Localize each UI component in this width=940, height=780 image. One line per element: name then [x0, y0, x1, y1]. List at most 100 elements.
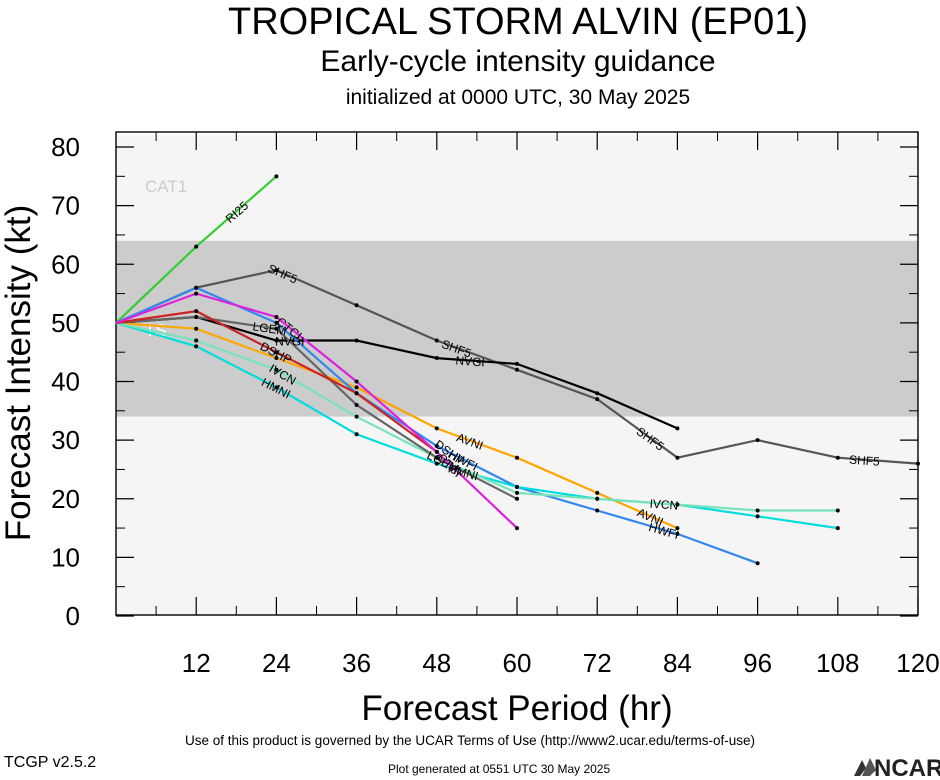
series-ctci: [115, 291, 519, 531]
series-line-ctci: [115, 292, 518, 529]
band-label-cat1: CAT1: [145, 177, 187, 196]
chart-title: TROPICAL STORM ALVIN (EP01): [228, 1, 808, 43]
series-ri25: [115, 174, 279, 324]
x-axis-label: Forecast Period (hr): [361, 689, 672, 728]
series-point-shf5: [595, 397, 600, 402]
band-cat1: [116, 135, 918, 241]
x-tick-label: 60: [503, 648, 532, 678]
series-point-hwfi: [434, 443, 439, 448]
series-line-nvgi: [115, 315, 678, 430]
series-point-lgem: [515, 496, 519, 501]
series-point-lgem: [434, 455, 439, 460]
series-point-dshp: [274, 350, 279, 355]
series-point-ri25: [274, 174, 279, 179]
y-tick-label: 20: [51, 484, 80, 514]
series-point-nvgi: [515, 361, 519, 366]
series-point-dshp: [194, 309, 199, 314]
series-point-nvgi: [274, 338, 279, 343]
series-point-shf5: [755, 438, 760, 443]
intensity-category-bands: [116, 135, 918, 615]
x-tick-label: 48: [422, 648, 451, 678]
series-point-hwfi: [755, 561, 760, 566]
series-point-nvgi: [595, 391, 600, 396]
series-line-ivcn: [115, 321, 838, 512]
series-point-shf5: [274, 268, 279, 273]
series-point-hmni: [434, 461, 439, 466]
series-point-shf5: [675, 455, 680, 460]
series-point-lgem: [194, 315, 199, 320]
series-point-shf5: [354, 303, 359, 308]
series-label-shf5: SHF5: [849, 453, 881, 469]
x-tick-label: 120: [896, 648, 939, 678]
series-point-hmni: [354, 432, 359, 437]
series-point-nvgi: [354, 338, 359, 343]
series-point-hmni: [835, 526, 840, 531]
series-point-ivcn: [835, 508, 840, 513]
series-point-hmni: [755, 514, 760, 519]
series-point-hmni: [515, 485, 519, 490]
series-point-ivcn: [675, 502, 680, 507]
axis-ticks: 0 10 20 30 40 50 60 70 80 12 24 36 48 60 72 84 96 108 120: [51, 132, 940, 678]
series-point-ivcn: [515, 490, 519, 495]
series-point-lgem: [354, 402, 359, 407]
series-point-hwfi: [595, 508, 600, 513]
y-tick-label: 60: [51, 249, 80, 279]
series-point-avni: [194, 326, 199, 331]
y-tick-label: 70: [51, 191, 80, 221]
y-tick-label: 80: [51, 132, 80, 162]
terms-of-use-note: Use of this product is governed by the U…: [185, 733, 755, 748]
series-avni: [115, 321, 680, 531]
model-series: [115, 174, 920, 566]
series-point-shf5: [835, 455, 840, 460]
chart-subtitle: Early-cycle intensity guidance: [320, 45, 715, 78]
series-shf5: [115, 268, 920, 466]
x-tick-label: 72: [583, 648, 612, 678]
series-point-shf5: [515, 367, 519, 372]
series-point-dshp: [354, 391, 359, 396]
series-point-avni: [354, 385, 359, 390]
series-point-ivcn: [755, 508, 760, 513]
series-point-hmni: [194, 344, 199, 349]
x-tick-label: 84: [663, 648, 692, 678]
x-tick-label: 12: [182, 648, 211, 678]
series-label-ivcn: IVCN: [649, 497, 679, 513]
series-point-ivcn: [354, 414, 359, 419]
series-label-nvgi: NVGI: [275, 334, 304, 348]
series-point-ivcn: [595, 496, 600, 501]
y-tick-label: 0: [66, 601, 80, 631]
y-axis-label: Forecast Intensity (kt): [0, 205, 38, 541]
series-point-avni: [274, 356, 279, 361]
series-point-ri25: [194, 244, 199, 249]
band-td: [116, 416, 918, 615]
series-point-shf5: [916, 461, 920, 466]
chart-init-line: initialized at 0000 UTC, 30 May 2025: [346, 86, 690, 109]
series-point-avni: [515, 455, 519, 460]
series-label-lgem: LGEM: [252, 319, 288, 338]
y-tick-label: 30: [51, 425, 80, 455]
y-tick-label: 10: [51, 542, 80, 572]
series-label-nvgi: NVGI: [455, 353, 485, 369]
series-point-hwfi: [274, 320, 279, 325]
y-tick-label: 50: [51, 308, 80, 338]
band-ts: [116, 240, 918, 417]
x-tick-label: 36: [342, 648, 371, 678]
x-tick-label: 108: [816, 648, 859, 678]
y-tick-label: 40: [51, 367, 80, 397]
series-point-avni: [595, 490, 600, 495]
ncar-logo-text: NCAR: [874, 755, 940, 780]
series-point-avni: [434, 426, 439, 431]
series-nvgi: [115, 315, 680, 431]
series-point-ctci: [434, 449, 439, 454]
series-point-hwfi: [194, 285, 199, 290]
series-point-nvgi: [675, 426, 680, 431]
series-point-ivcn: [274, 367, 279, 372]
series-point-lgem: [274, 326, 279, 331]
series-point-avni: [675, 526, 680, 531]
series-point-hwfi: [675, 531, 680, 536]
series-point-ctci: [515, 526, 519, 531]
series-point-shf5: [434, 338, 439, 343]
series-point-ctci: [194, 291, 199, 296]
x-tick-label: 24: [262, 648, 291, 678]
series-point-ivcn: [194, 338, 199, 343]
ncar-logo: NCAR: [854, 755, 940, 780]
